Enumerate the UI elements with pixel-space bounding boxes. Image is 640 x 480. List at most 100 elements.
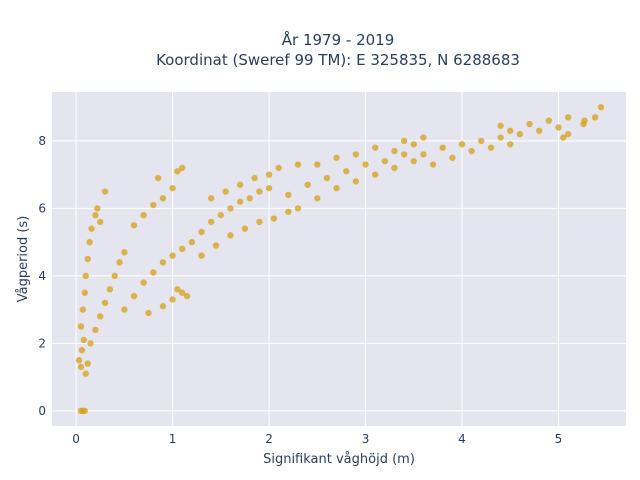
scatter-point <box>304 181 311 188</box>
scatter-point <box>333 154 340 161</box>
scatter-points <box>75 103 605 415</box>
scatter-point <box>410 141 417 148</box>
scatter-point <box>183 292 191 300</box>
scatter-point <box>597 103 605 111</box>
scatter-point <box>121 306 128 313</box>
scatter-point <box>84 255 91 263</box>
scatter-point <box>333 184 340 192</box>
scatter-point <box>391 147 398 155</box>
y-tick-label: 0 <box>38 404 46 418</box>
scatter-point <box>92 326 99 334</box>
scatter-point <box>343 168 350 175</box>
scatter-point <box>84 360 91 367</box>
scatter-point <box>497 122 504 129</box>
scatter-point <box>130 292 138 300</box>
scatter-point <box>265 184 273 192</box>
scatter-point <box>410 157 417 165</box>
scatter-point <box>507 141 514 148</box>
scatter-point <box>381 157 389 165</box>
scatter-point <box>468 147 475 155</box>
scatter-point <box>179 245 186 253</box>
scatter-point <box>86 238 93 246</box>
scatter-point <box>256 218 263 226</box>
scatter-point <box>75 357 83 364</box>
x-tick-label: 5 <box>555 432 563 446</box>
chart-title-line-2: Koordinat (Sweref 99 TM): E 325835, N 62… <box>156 51 520 69</box>
scatter-point <box>78 346 86 354</box>
scatter-point <box>92 211 99 219</box>
scatter-point <box>458 141 466 148</box>
scatter-point <box>251 174 258 182</box>
scatter-point <box>314 161 321 168</box>
chart-title-line-1: År 1979 - 2019 <box>282 30 395 49</box>
scatter-point <box>82 370 89 377</box>
scatter-point <box>371 144 379 151</box>
scatter-point <box>106 286 114 293</box>
scatter-point <box>179 164 186 172</box>
scatter-point <box>101 299 109 307</box>
scatter-point <box>212 242 220 249</box>
scatter-point <box>507 127 514 134</box>
scatter-point <box>236 198 244 205</box>
scatter-point <box>362 161 369 168</box>
scatter-point <box>198 252 205 259</box>
scatter-point <box>526 120 533 128</box>
scatter-point <box>207 195 215 202</box>
scatter-point <box>564 130 572 138</box>
scatter-point <box>174 168 181 175</box>
scatter-point <box>97 313 104 320</box>
x-tick-label: 4 <box>458 432 466 446</box>
scatter-point <box>487 144 495 151</box>
scatter-point <box>323 174 331 182</box>
scatter-point <box>391 164 398 172</box>
scatter-point <box>159 259 167 266</box>
scatter-point <box>101 188 109 195</box>
scatter-point <box>352 151 360 158</box>
scatter-point <box>236 181 244 188</box>
scatter-point <box>80 336 88 344</box>
scatter-point <box>516 130 524 138</box>
scatter-point <box>591 114 599 121</box>
scatter-point <box>449 154 456 161</box>
scatter-point <box>352 178 360 185</box>
scatter-point <box>275 164 282 172</box>
scatter-point <box>560 134 567 141</box>
scatter-point <box>256 188 263 195</box>
scatter-point <box>429 161 437 168</box>
scatter-point <box>81 407 89 415</box>
scatter-point <box>154 174 162 182</box>
scatter-point <box>88 225 95 232</box>
plot-area <box>52 92 626 426</box>
scatter-point <box>420 134 427 141</box>
scatter-point <box>169 296 176 303</box>
scatter-point <box>265 171 273 178</box>
scatter-point <box>371 171 379 178</box>
scatter-point <box>77 363 85 371</box>
y-axis-ticks: 0 2 4 6 8 <box>38 134 46 418</box>
scatter-point <box>111 272 118 280</box>
y-axis-title: Vågperiod (s) <box>16 216 31 303</box>
scatter-point <box>94 205 101 212</box>
scatter-point <box>179 289 186 296</box>
x-tick-label: 3 <box>362 432 370 446</box>
scatter-point <box>420 151 427 158</box>
scatter-point <box>227 205 234 212</box>
scatter-point <box>294 161 302 168</box>
scatter-point <box>285 208 292 215</box>
scatter-point <box>79 306 87 313</box>
scatter-point <box>140 279 147 286</box>
y-tick-label: 4 <box>38 269 46 283</box>
scatter-point <box>545 117 553 124</box>
scatter-point <box>227 232 234 239</box>
scatter-point <box>555 124 562 131</box>
y-tick-label: 8 <box>38 134 46 148</box>
scatter-point <box>270 215 278 222</box>
scatter-point <box>145 309 152 317</box>
scatter-point <box>439 144 446 151</box>
scatter-point <box>188 238 196 246</box>
scatter-point <box>314 195 321 202</box>
scatter-point <box>174 286 181 293</box>
y-tick-label: 6 <box>38 201 46 215</box>
scatter-point <box>580 120 587 128</box>
